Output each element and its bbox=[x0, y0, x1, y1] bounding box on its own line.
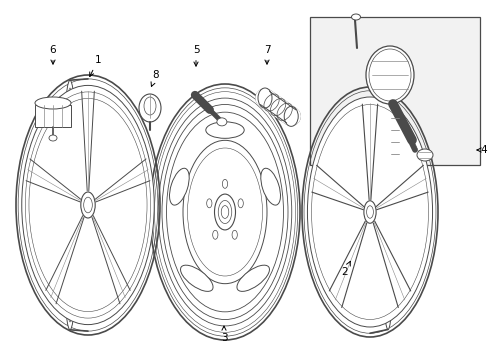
Ellipse shape bbox=[81, 192, 95, 218]
Ellipse shape bbox=[183, 140, 266, 284]
Ellipse shape bbox=[260, 168, 280, 205]
Ellipse shape bbox=[232, 230, 237, 239]
Text: 1: 1 bbox=[89, 55, 101, 77]
Text: 5: 5 bbox=[192, 45, 199, 66]
Text: 3: 3 bbox=[220, 326, 227, 343]
Ellipse shape bbox=[49, 135, 57, 141]
Text: 8: 8 bbox=[151, 70, 159, 86]
Ellipse shape bbox=[212, 230, 218, 239]
Text: 2: 2 bbox=[341, 261, 349, 277]
Ellipse shape bbox=[284, 106, 298, 126]
Text: 7: 7 bbox=[263, 45, 270, 64]
Ellipse shape bbox=[214, 194, 235, 230]
Ellipse shape bbox=[365, 46, 413, 104]
Ellipse shape bbox=[363, 201, 375, 223]
Ellipse shape bbox=[62, 80, 78, 330]
Text: 6: 6 bbox=[50, 45, 56, 64]
Ellipse shape bbox=[222, 179, 227, 188]
Bar bbox=[309, 17, 479, 165]
Ellipse shape bbox=[238, 199, 243, 208]
Ellipse shape bbox=[139, 94, 161, 122]
Ellipse shape bbox=[381, 94, 394, 329]
Ellipse shape bbox=[21, 85, 154, 325]
Ellipse shape bbox=[351, 14, 360, 20]
Ellipse shape bbox=[35, 97, 71, 109]
Ellipse shape bbox=[169, 168, 189, 205]
Bar bbox=[35, 105, 71, 127]
Ellipse shape bbox=[205, 122, 244, 138]
Ellipse shape bbox=[206, 199, 211, 208]
Ellipse shape bbox=[416, 149, 432, 161]
Ellipse shape bbox=[180, 265, 213, 291]
Ellipse shape bbox=[237, 265, 269, 291]
Ellipse shape bbox=[307, 97, 432, 327]
Ellipse shape bbox=[216, 118, 226, 126]
Text: 4: 4 bbox=[476, 145, 487, 155]
Ellipse shape bbox=[258, 88, 271, 108]
